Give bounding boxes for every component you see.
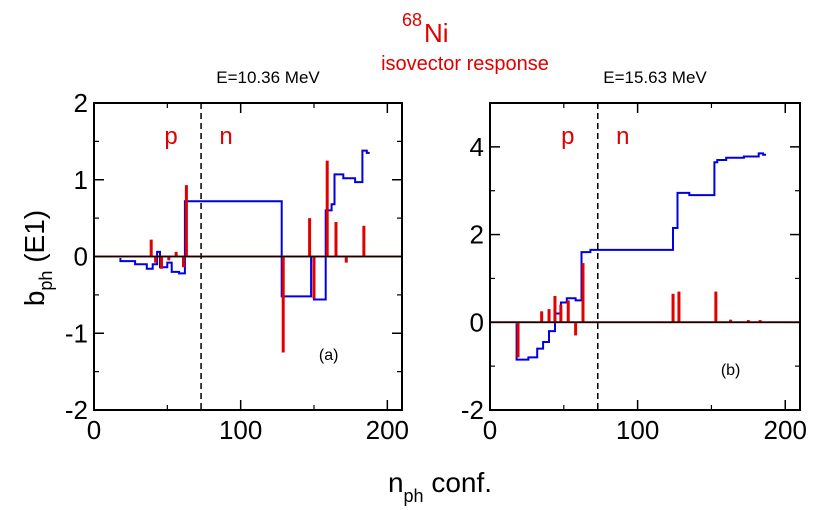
x-tick-label: 0 (87, 415, 101, 445)
x-tick-label: 200 (764, 415, 807, 445)
y-axis-label: bph (E1) (19, 210, 56, 306)
x-tick-label: 100 (616, 415, 659, 445)
x-axis-label-tail: conf. (424, 467, 492, 498)
y-axis-label-tail: (E1) (19, 210, 50, 271)
x-axis-label: nph conf. (388, 467, 492, 506)
y-tick-label: 2 (74, 88, 88, 118)
y-axis-label-main: b (19, 291, 50, 307)
nucleus-symbol: Ni (424, 18, 449, 48)
y-tick-label: -1 (65, 318, 88, 348)
panel-title: E=10.36 MeV (216, 68, 320, 87)
plot-frame (489, 102, 801, 411)
x-axis-label-sub: ph (404, 486, 424, 506)
cumulative-sum-line (119, 149, 370, 301)
region-label-n: n (616, 123, 629, 150)
y-tick-label: 1 (74, 165, 88, 195)
x-tick-label: 100 (219, 415, 262, 445)
y-tick-label: 4 (470, 132, 484, 162)
region-label-p: p (561, 123, 574, 150)
y-tick-label: 0 (74, 242, 88, 272)
y-tick-label: 0 (470, 307, 484, 337)
y-tick-label: -2 (65, 395, 88, 425)
x-axis-label-main: n (388, 467, 404, 498)
region-label-n: n (219, 123, 232, 150)
region-label-p: p (164, 123, 177, 150)
panel-label: (b) (721, 362, 741, 379)
y-axis-label-sub: ph (36, 271, 56, 291)
y-tick-label: -2 (461, 395, 484, 425)
panel-a: 0 100 200 -2 -1 0 1 2 E=10.36 MeV (a) p n (65, 68, 409, 445)
nucleus-mass-number: 68 (402, 10, 422, 30)
panel-label: (a) (319, 347, 339, 364)
x-tick-label: 0 (483, 415, 497, 445)
y-tick-label: 2 (470, 220, 484, 250)
panel-title: E=15.63 MeV (603, 68, 707, 87)
chart-subtitle: isovector response (381, 53, 549, 75)
x-tick-label: 200 (366, 415, 409, 445)
cumulative-sum-line (515, 152, 766, 361)
